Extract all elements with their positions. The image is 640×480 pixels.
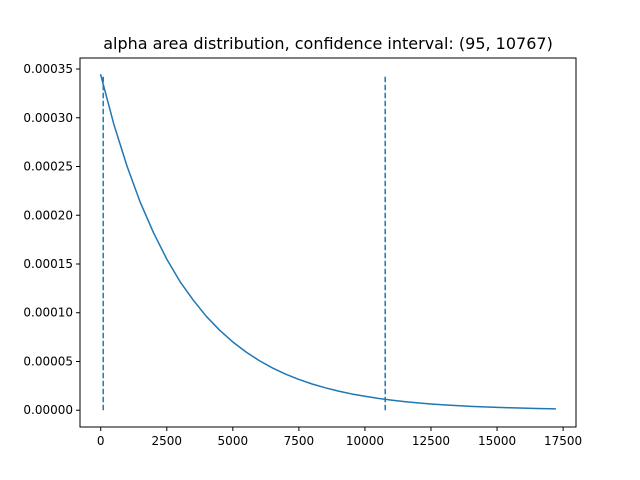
y-tick-label: 0.00000 — [23, 403, 73, 417]
y-tick-label: 0.00005 — [23, 354, 73, 368]
y-tick-label: 0.00015 — [23, 257, 73, 271]
x-tick-label: 0 — [97, 434, 105, 448]
y-tick-label: 0.00010 — [23, 306, 73, 320]
x-tick-label: 15000 — [478, 434, 516, 448]
chart-title: alpha area distribution, confidence inte… — [103, 34, 553, 53]
y-tick-label: 0.00030 — [23, 111, 73, 125]
x-tick-label: 7500 — [284, 434, 315, 448]
y-tick-label: 0.00020 — [23, 208, 73, 222]
plot-area — [99, 73, 556, 411]
x-tick-label: 12500 — [412, 434, 450, 448]
y-tick-label: 0.00035 — [23, 62, 73, 76]
x-axis: 0 2500 5000 7500 10000 12500 15000 17500 — [97, 427, 582, 448]
density-line — [99, 73, 556, 410]
y-tick-label: 0.00025 — [23, 160, 73, 174]
x-tick-label: 5000 — [218, 434, 249, 448]
y-axis: 0.00000 0.00005 0.00010 0.00015 0.00020 0.000… — [23, 62, 80, 417]
axes-frame — [79, 57, 577, 428]
x-tick-label: 10000 — [346, 434, 384, 448]
x-tick-label: 17500 — [544, 434, 582, 448]
x-tick-label: 2500 — [151, 434, 182, 448]
